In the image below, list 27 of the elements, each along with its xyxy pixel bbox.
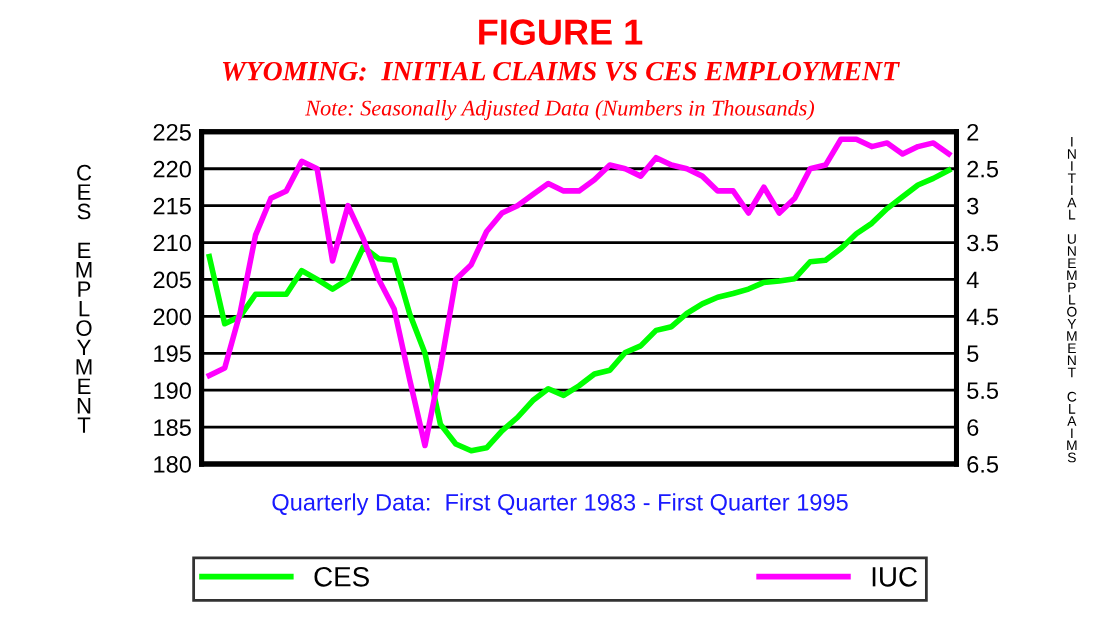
y2-tick-label: 5 bbox=[967, 345, 979, 363]
y2-tick-label: 4 bbox=[966, 271, 979, 289]
y-tick-label: 215 bbox=[153, 197, 191, 215]
chart-subtitle: WYOMING: INITIAL CLAIMS VS CES EMPLOYMENT bbox=[222, 61, 900, 81]
y-tick-label: 200 bbox=[153, 308, 191, 326]
y2-tick-label: 3 bbox=[967, 197, 979, 215]
legend-label: CES bbox=[314, 566, 369, 587]
text: CES EMPLOYMENT bbox=[76, 164, 92, 433]
text: Note: Seasonally Adjusted Data (Numbers in Thousands) bbox=[305, 99, 815, 121]
legend-label: IUC bbox=[872, 566, 917, 587]
y2-tick-label: 6.5 bbox=[967, 456, 999, 473]
y-tick-label: 180 bbox=[154, 456, 191, 473]
y-tick-label: 225 bbox=[153, 123, 191, 141]
y-tick-label: 210 bbox=[153, 234, 191, 252]
y2-tick-label: 2 bbox=[967, 123, 979, 141]
y2-tick-label: 4.5 bbox=[966, 308, 999, 326]
y-tick-label: 195 bbox=[154, 345, 191, 363]
y2-tick-label: 2.5 bbox=[967, 160, 999, 178]
y-tick-label: 185 bbox=[154, 419, 191, 436]
y2-tick-label: 6 bbox=[967, 419, 979, 436]
text: Quarterly Data: First Quarter 1983 - First Quarter 1995 bbox=[272, 493, 848, 516]
y2-tick-label: 3.5 bbox=[967, 234, 999, 252]
y-tick-label: 220 bbox=[153, 160, 191, 178]
y-tick-label: 190 bbox=[154, 382, 191, 399]
y2-tick-label: 5.5 bbox=[967, 382, 999, 399]
y-tick-label: 205 bbox=[153, 271, 191, 289]
chart-title: FIGURE 1 bbox=[479, 19, 643, 45]
